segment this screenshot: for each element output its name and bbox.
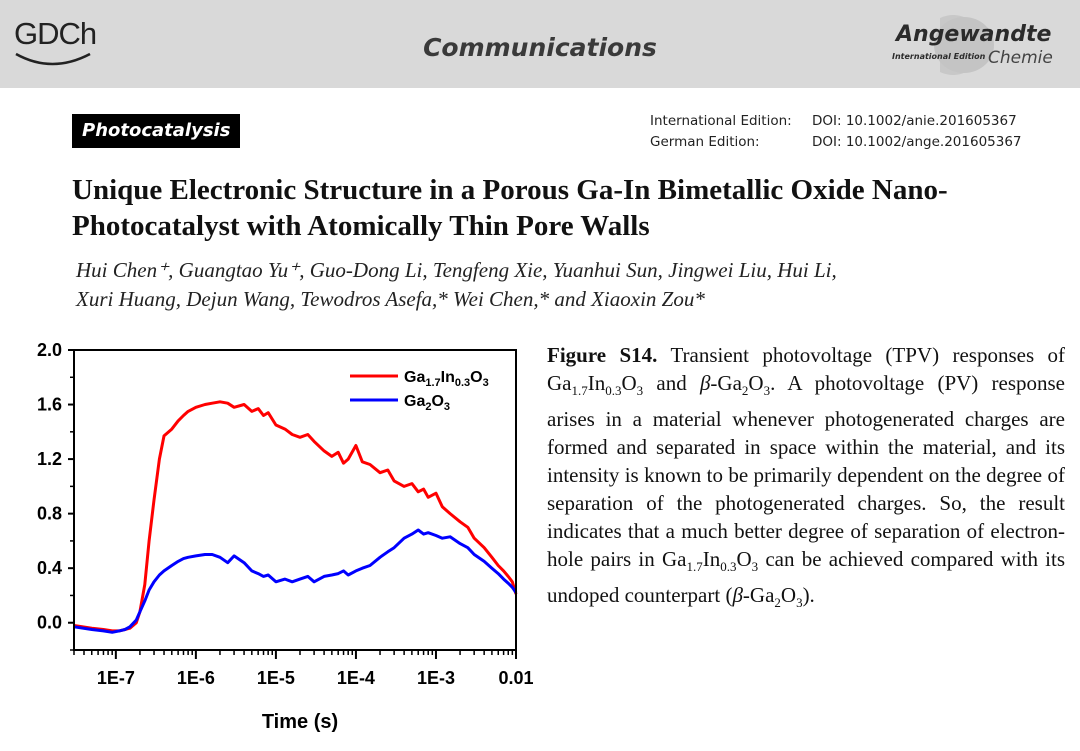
doi-block: International Edition: DOI: 10.1002/anie.…: [650, 111, 1022, 153]
chart-legend: Ga1.7In0.3O3 Ga2O3: [350, 369, 489, 413]
angewandte-subtitle: International Edition: [892, 52, 986, 61]
x-tick-label: 1E-3: [417, 668, 455, 688]
y-tick-label: 1.2: [37, 449, 62, 469]
author-line: Xuri Huang, Dejun Wang, Tewodros Asefa,*…: [76, 287, 705, 311]
doi-row-international: International Edition: DOI: 10.1002/anie.…: [650, 111, 1022, 132]
journal-header: GDCh Communications Angewandte Internati…: [0, 0, 1080, 88]
section-title: Communications: [423, 33, 657, 62]
series-line-2: [73, 528, 518, 634]
caption-text: Transient photovoltage (TPV) responses o…: [547, 343, 1066, 611]
y-tick-label: 0.8: [37, 504, 62, 524]
figure-caption: Figure S14. Transient photovoltage (TPV)…: [547, 341, 1065, 618]
doi-label: German Edition:: [650, 134, 760, 150]
tpv-chart: Ga1.7In0.3O3 Ga2O3 0.0 0.4 0.8 1.2 1.6 2.0 1E-7…: [37, 340, 534, 733]
doi-label: International Edition:: [650, 113, 792, 129]
x-tick-label: 1E-4: [337, 668, 375, 688]
plot-frame: [73, 349, 517, 651]
gdch-logo: GDCh: [14, 16, 97, 74]
gdch-swoosh-icon: [15, 52, 91, 66]
angewandte-logo: Angewandte International Edition Chemie: [878, 14, 1068, 76]
author-line: Hui Chen⁺, Guangtao Yu⁺, Guo-Dong Li, Te…: [76, 258, 837, 282]
article-title: Unique Electronic Structure in a Porous …: [72, 174, 948, 242]
angewandte-chemie: Chemie: [988, 48, 1053, 68]
legend-label-2: Ga2O3: [404, 393, 450, 413]
doi-value: DOI: 10.1002/anie.201605367: [812, 113, 1017, 129]
series-line-1: [73, 400, 518, 633]
legend-label-1: Ga1.7In0.3O3: [404, 369, 489, 389]
y-tick-label: 1.6: [37, 395, 62, 415]
angewandte-title: Angewandte: [896, 22, 1052, 47]
section-badge: Photocatalysis: [72, 114, 241, 148]
x-tick-label: 1E-5: [257, 668, 295, 688]
gdch-logo-text: GDCh: [14, 16, 97, 51]
figure-label: Figure S14.: [547, 343, 658, 367]
plot-layer: [73, 400, 518, 634]
x-tick-label: 0.01: [498, 668, 533, 688]
x-axis-label: Time (s): [262, 711, 338, 733]
y-tick-label: 2.0: [37, 340, 62, 360]
x-tick-label: 1E-7: [97, 668, 135, 688]
y-tick-label: 0.4: [37, 558, 62, 578]
y-tick-label: 0.0: [37, 613, 62, 633]
angewandte-arc-icon: [934, 15, 994, 75]
author-list: Hui Chen⁺, Guangtao Yu⁺, Guo-Dong Li, Te…: [76, 256, 1066, 314]
chart-axes: 0.0 0.4 0.8 1.2 1.6 2.0 1E-7 1E-6 1E-5 1E-4 1E-3 0.…: [37, 340, 534, 733]
doi-row-german: German Edition: DOI: 10.1002/ange.2016053…: [650, 132, 1022, 153]
x-tick-label: 1E-6: [177, 668, 215, 688]
doi-value: DOI: 10.1002/ange.201605367: [812, 134, 1022, 150]
